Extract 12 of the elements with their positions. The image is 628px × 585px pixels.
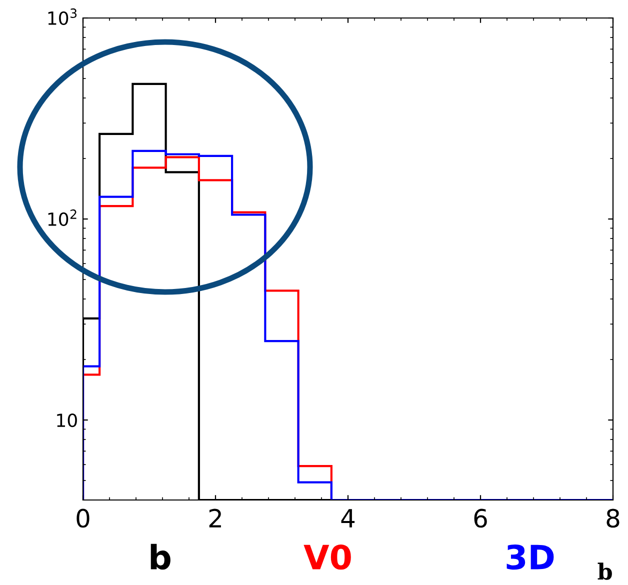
series-label: 3D: [506, 544, 554, 570]
x-tick-label: 6: [474, 508, 487, 528]
x-axis-title: b: [598, 562, 612, 580]
series-label: b: [150, 544, 170, 570]
x-tick-label: 8: [606, 508, 620, 528]
y-tick-label: 10$^{3}$: [48, 8, 77, 25]
y-tick-label: 10: [57, 413, 77, 428]
y-tick-label: 10$^{2}$: [48, 209, 76, 226]
x-tick-label: 2: [209, 508, 221, 528]
x-tick-label: 0: [76, 508, 90, 528]
series-label: V0: [304, 544, 351, 570]
x-tick-label: 4: [341, 509, 355, 528]
